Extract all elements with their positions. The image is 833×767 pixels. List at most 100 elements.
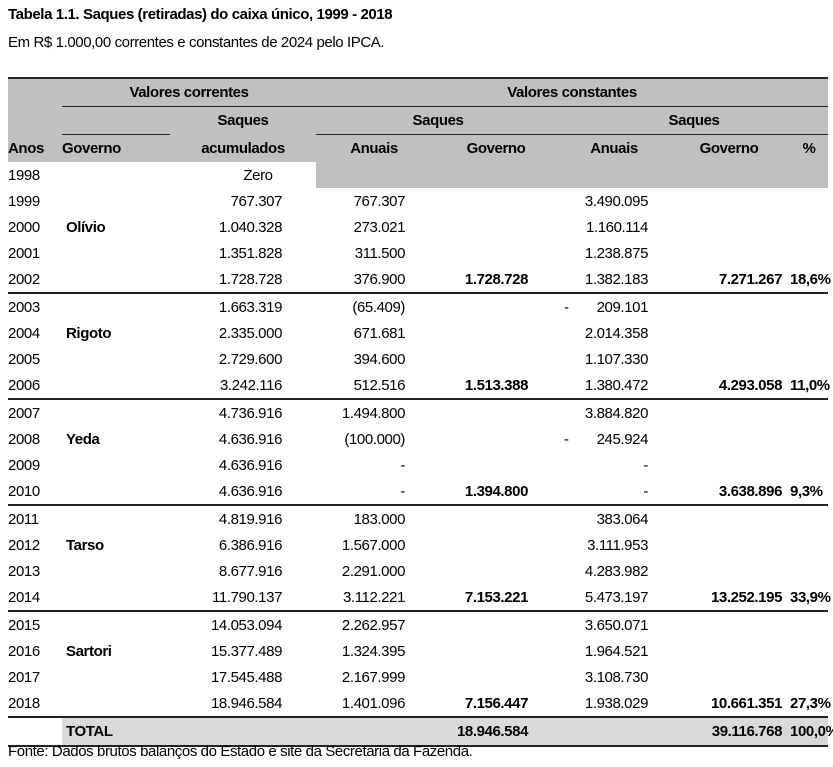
cell-governo-corr [432, 426, 560, 452]
cell-ano: 2010 [8, 478, 62, 506]
cell-governo-const [668, 399, 790, 426]
cell-governo-const: 7.271.267 [668, 266, 791, 294]
cell-ano: 2015 [8, 616, 40, 634]
cell-pct: 33,9% [790, 584, 831, 612]
cell-pct [790, 452, 828, 478]
header-governo-corr: Governo [432, 134, 561, 162]
cell-governo [62, 478, 170, 506]
cell-governo [62, 266, 170, 294]
cell-anuais-const: - [643, 456, 649, 474]
cell-pct: 9,3% [790, 478, 829, 506]
table-row: 2007 4.736.916 1.494.800 3.884.820 [8, 399, 828, 426]
cell-anuais-const: 383.064 [596, 510, 649, 528]
table-row: 2017 17.545.488 2.167.999 3.108.730 [8, 664, 828, 690]
cell-anuais-const: 1.238.875 [584, 244, 649, 262]
cell-governo-corr [432, 611, 560, 638]
cell-anuais-const: 1.964.521 [584, 642, 649, 660]
cell-governo: Rigoto [66, 324, 112, 342]
cell-saques-acumulados: 4.736.916 [218, 404, 283, 422]
cell-anuais [316, 162, 433, 188]
header-valores-constantes: Valores constantes [316, 77, 829, 107]
cell-anuais-const: 3.108.730 [584, 668, 649, 686]
cell-anuais: 2.291.000 [341, 562, 406, 580]
cell-governo-corr: 7.156.447 [432, 690, 561, 718]
table-row: 2015 14.053.094 2.262.957 3.650.071 [8, 611, 828, 638]
cell-value: 245.924 [596, 430, 649, 448]
table-row: 2012 Tarso 6.386.916 1.567.000 3.111.953 [8, 532, 828, 558]
cell-ano: 2003 [8, 298, 40, 316]
cell-governo-const [668, 638, 790, 664]
cell-governo: Olívio [66, 218, 106, 236]
cell-governo-const: 10.661.351 [668, 690, 791, 718]
cell-saques-acumulados: 2.729.600 [218, 350, 283, 368]
cell-ano: 2000 [8, 218, 40, 236]
table-title: Tabela 1.1. Saques (retiradas) do caixa … [8, 6, 393, 23]
cell-anuais-const: 2.014.358 [584, 324, 649, 342]
cell-ano: 2005 [8, 350, 40, 368]
cell-pct: 18,6% [790, 266, 831, 294]
cell-ano: 1998 [8, 166, 40, 184]
cell-governo-corr [432, 320, 560, 346]
cell-pct [790, 320, 828, 346]
header-anuais-const: Anuais [560, 134, 669, 162]
cell-anuais-const: 1.382.183 [560, 266, 669, 294]
cell-saques-acumulados: 14.053.094 [210, 616, 283, 634]
cell-saques-acumulados: 3.242.116 [170, 372, 317, 400]
cell-governo-const [668, 346, 790, 372]
cell-saques-acumulados: 18.946.584 [170, 690, 317, 718]
cell-pct [790, 240, 828, 266]
cell-anuais: 1.324.395 [341, 642, 406, 660]
negative-sign: - [564, 430, 569, 448]
cell-governo [62, 162, 170, 188]
cell-anuais: 273.021 [353, 218, 406, 236]
cell-governo-corr: 1.513.388 [432, 372, 561, 400]
cell-saques-acumulados: 1.728.728 [170, 266, 317, 294]
header-saques-const-2: Saques [560, 106, 829, 135]
cell-anuais: 1.401.096 [316, 690, 433, 718]
cell-governo-corr [432, 188, 560, 214]
cell-saques-acumulados: 15.377.489 [210, 642, 283, 660]
cell-ano: 1999 [8, 192, 40, 210]
cell-ano: 2002 [8, 266, 62, 294]
cell-saques-acumulados: 1.663.319 [218, 298, 283, 316]
cell-anuais-const: - [560, 478, 669, 506]
cell-anuais: (100.000) [344, 430, 406, 448]
cell-pct [790, 505, 828, 532]
cell-anuais: 183.000 [353, 510, 406, 528]
cell-pct: 11,0% [790, 372, 830, 400]
cell-governo [62, 558, 170, 584]
total-empty [560, 717, 669, 747]
cell-pct [790, 611, 828, 638]
cell-ano: 2014 [8, 584, 62, 612]
cell-ano: 2017 [8, 668, 40, 686]
cell-saques-acumulados: 767.307 [230, 192, 283, 210]
cell-pct [790, 162, 829, 188]
cell-anuais-const: 3.884.820 [584, 404, 649, 422]
table-row: 2006 3.242.116 512.516 1.513.388 1.380.472 4.… [8, 372, 830, 400]
table-row: 2009 4.636.916 - - [8, 452, 828, 478]
cell-governo [62, 399, 170, 426]
cell-pct [790, 426, 828, 452]
cell-governo [62, 611, 170, 638]
cell-anuais: 2.167.999 [341, 668, 406, 686]
header-saques: Saques [170, 106, 317, 135]
cell-saques-acumulados: 17.545.488 [210, 668, 283, 686]
cell-anuais-const: 1.107.330 [584, 350, 649, 368]
header-anos: Anos [8, 134, 62, 162]
table-body: 1998 Zero 1999 767.307 767.307 3.490.095 2000 O… [8, 162, 831, 718]
cell-anuais: 311.500 [354, 244, 406, 262]
cell-saques-acumulados: 8.677.916 [218, 562, 283, 580]
cell-pct: 27,3% [790, 690, 831, 718]
cell-governo-const [668, 188, 790, 214]
cell-anuais: 1.567.000 [341, 536, 406, 554]
cell-value: 209.101 [596, 298, 649, 316]
cell-pct [790, 214, 828, 240]
cell-governo: Yeda [66, 430, 100, 448]
cell-governo [62, 584, 170, 612]
table-row: 2008 Yeda 4.636.916 (100.000) - 245.924 [8, 426, 828, 452]
table-row: 2010 4.636.916-1.394.800-3.638.896 9,3% [8, 478, 829, 506]
table-row: 2000 Olívio 1.040.328 273.021 1.160.114 [8, 214, 828, 240]
cell-ano: 2009 [8, 456, 40, 474]
cell-saques-acumulados: 1.351.828 [218, 244, 283, 262]
cell-ano: 2008 [8, 430, 40, 448]
